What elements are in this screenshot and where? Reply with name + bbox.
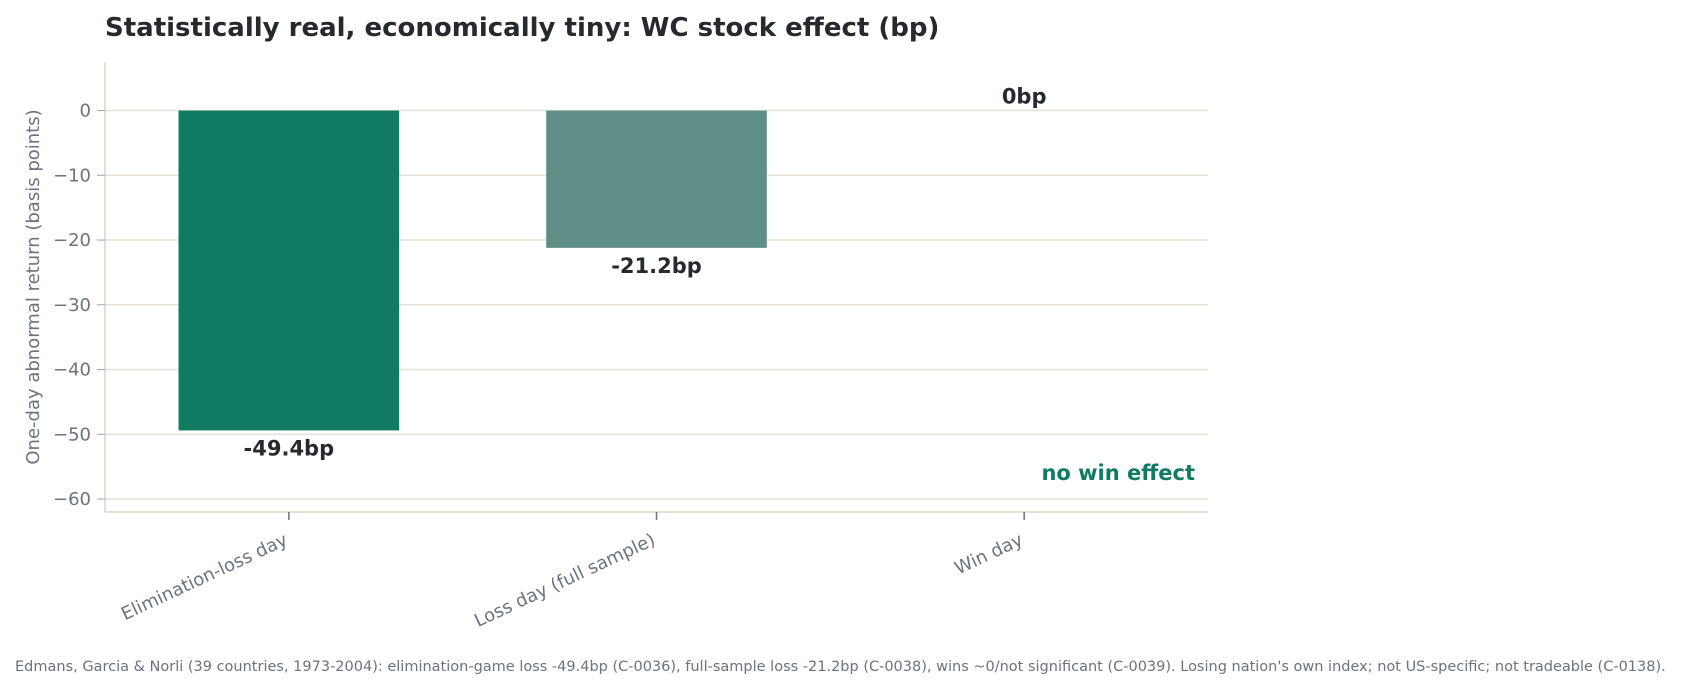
annotation-no-win-effect: no win effect: [1041, 461, 1195, 485]
chart-title: Statistically real, economically tiny: W…: [105, 13, 939, 43]
data-label: 0bp: [1002, 85, 1047, 109]
y-tick-label: −30: [53, 295, 91, 316]
data-label: -21.2bp: [611, 254, 702, 278]
bars: [178, 110, 767, 431]
footnote: Edmans, Garcia & Norli (39 countries, 19…: [15, 659, 1666, 675]
x-axis-ticks: Elimination-loss day Loss day (full sampl…: [118, 512, 1027, 632]
bar: [546, 110, 767, 248]
bar: [178, 110, 400, 431]
y-tick-label: −20: [53, 230, 91, 251]
x-tick-label: Win day: [952, 529, 1027, 579]
y-tick-label: −10: [53, 165, 91, 186]
y-tick-label: 0: [80, 101, 91, 122]
data-labels: -49.4bp -21.2bp 0bp: [244, 85, 1047, 461]
x-tick-label: Loss day (full sample): [471, 529, 658, 631]
y-tick-label: −40: [53, 360, 91, 381]
y-axis-ticks: 0 −10 −20 −30 −40 −50 −60: [53, 101, 105, 510]
x-tick-label: Elimination-loss day: [118, 529, 291, 625]
y-tick-label: −50: [53, 424, 91, 445]
y-axis-label: One-day abnormal return (basis points): [23, 109, 44, 464]
data-label: -49.4bp: [244, 436, 335, 460]
y-tick-label: −60: [53, 489, 91, 510]
